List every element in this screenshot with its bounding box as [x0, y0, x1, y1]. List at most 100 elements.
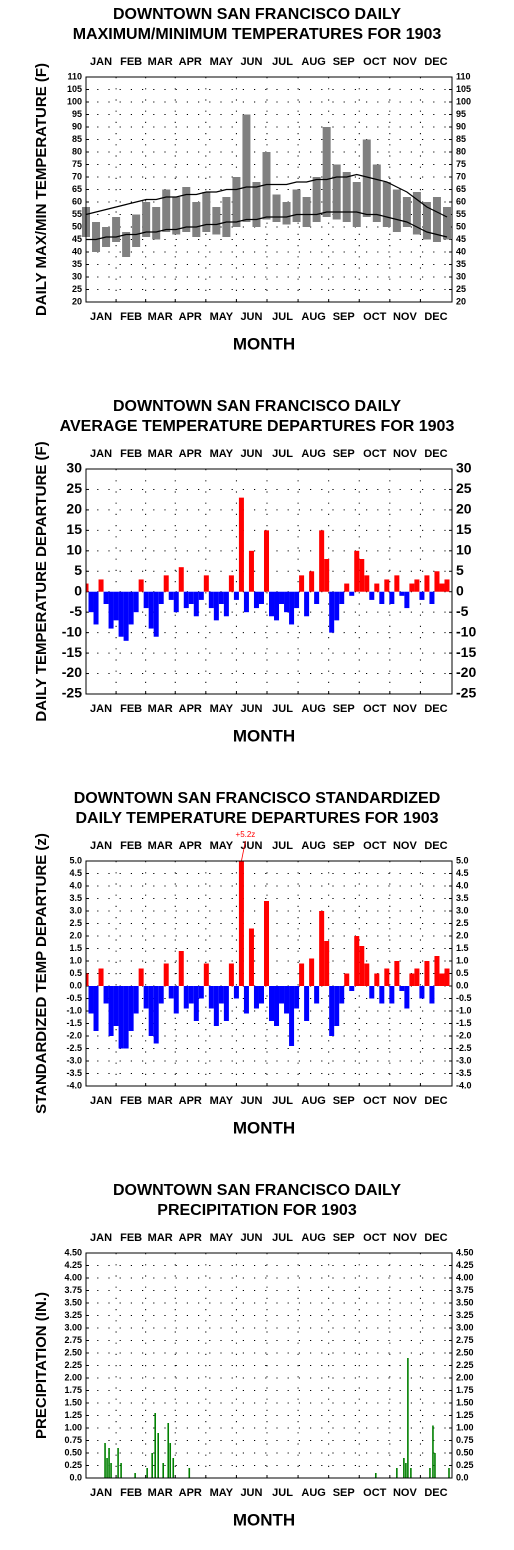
chart-title: DOWNTOWN SAN FRANCISCO DAILY [113, 6, 401, 23]
chart-panel: DOWNTOWN SAN FRANCISCO DAILY PRECIPITATIO… [33, 1182, 474, 1529]
bar [410, 1468, 412, 1478]
x-tick-label: DEC [424, 1487, 447, 1499]
range-bar [212, 207, 221, 235]
bar [98, 579, 104, 592]
range-bar [232, 177, 241, 227]
x-tick-label: SEP [333, 703, 355, 715]
range-bar [342, 172, 351, 222]
y-tick-label: 0 [74, 582, 82, 598]
x-tick-label: APR [179, 56, 202, 68]
bar [98, 968, 104, 986]
bar [432, 1425, 434, 1478]
x-tick-label: JUN [240, 56, 262, 68]
x-tick-label: MAR [148, 840, 173, 852]
y-tick-label: 95 [72, 109, 82, 119]
x-tick-label: JAN [90, 1095, 112, 1107]
y-tick-label: -25 [62, 685, 82, 701]
bar [329, 591, 335, 633]
range-bar [292, 189, 301, 222]
x-tick-label: MAR [148, 56, 173, 68]
y-tick-label: 2.0 [456, 930, 469, 940]
bar [203, 963, 209, 986]
y-tick-label: -1.5 [66, 1018, 82, 1028]
bar [354, 936, 360, 986]
y-tick-label: 3.0 [69, 905, 82, 915]
bar [238, 497, 244, 592]
bar [444, 968, 450, 986]
y-tick-label: 20 [72, 296, 82, 306]
y-tick-label: 1.25 [456, 1410, 474, 1420]
range-bar [412, 192, 421, 235]
x-tick-label: FEB [120, 703, 142, 715]
y-tick-label: -0.5 [66, 993, 82, 1003]
bars [86, 497, 450, 641]
x-tick-label: AUG [301, 448, 325, 460]
x-tick-label: JUL [272, 448, 293, 460]
y-tick-label: 3.5 [69, 893, 82, 903]
y-tick-label: 2.25 [64, 1360, 82, 1370]
bar [269, 591, 275, 617]
bar [243, 986, 249, 1014]
x-tick-label: APR [179, 311, 202, 323]
bar [263, 901, 269, 986]
bar [158, 591, 164, 604]
y-tick-label: 0.50 [456, 1447, 474, 1457]
bar [309, 958, 315, 986]
bar [86, 583, 89, 592]
bar [263, 530, 269, 592]
bar [213, 986, 219, 1026]
bar [396, 1468, 398, 1478]
y-tick-label: 30 [66, 460, 82, 476]
y-tick-label: 1.50 [64, 1397, 82, 1407]
bar [138, 968, 144, 986]
y-tick-label: 105 [67, 84, 82, 94]
y-tick-label: 4.5 [69, 868, 82, 878]
y-tick-label: 1.00 [456, 1422, 474, 1432]
bar [108, 1448, 110, 1478]
y-tick-label: 30 [72, 271, 82, 281]
bar [163, 963, 169, 986]
bar [213, 591, 219, 621]
y-tick-label: 25 [456, 480, 472, 496]
x-tick-label: JAN [90, 448, 112, 460]
range-bar [182, 187, 191, 232]
y-tick-label: 5 [74, 562, 82, 578]
bar [429, 591, 435, 604]
bar [203, 575, 209, 592]
range-bar [422, 202, 431, 240]
y-tick-label: 40 [456, 246, 466, 256]
y-tick-label: 3.00 [456, 1322, 474, 1332]
chart-panel: DOWNTOWN SAN FRANCISCO DAILY MAXIMUM/MINI… [33, 6, 471, 353]
x-tick-label: NOV [393, 1487, 418, 1499]
plot-border [85, 860, 453, 1087]
y-tick-label: 70 [456, 171, 466, 181]
y-tick-label: 3.0 [456, 905, 469, 915]
y-tick-label: 30 [456, 460, 472, 476]
x-tick-label: JAN [90, 311, 112, 323]
bar [444, 579, 450, 592]
y-axis-title: PRECIPITATION (IN.) [33, 1292, 50, 1439]
x-tick-label: MAY [210, 1487, 234, 1499]
x-tick-label: NOV [393, 56, 418, 68]
bar [389, 591, 395, 604]
bar [143, 591, 149, 609]
bar [133, 591, 139, 613]
chart-title: DOWNTOWN SAN FRANCISCO DAILY [113, 398, 401, 415]
y-tick-label: 25 [456, 284, 466, 294]
bar [218, 986, 224, 1004]
bar [405, 1463, 407, 1478]
y-tick-label: 4.0 [456, 880, 469, 890]
chart-title: DOWNTOWN SAN FRANCISCO STANDARDIZED [74, 790, 441, 807]
x-tick-label: JAN [90, 840, 112, 852]
bar [304, 591, 310, 617]
y-tick-label: -1.5 [456, 1018, 472, 1028]
range-bar [302, 197, 311, 227]
y-tick-label: 55 [456, 209, 466, 219]
y-tick-label: -20 [456, 664, 476, 680]
y-tick-label: 50 [456, 221, 466, 231]
x-tick-label: FEB [120, 311, 142, 323]
range-bar [122, 232, 131, 257]
bar [429, 986, 435, 1004]
y-tick-label: 5.0 [69, 855, 82, 865]
